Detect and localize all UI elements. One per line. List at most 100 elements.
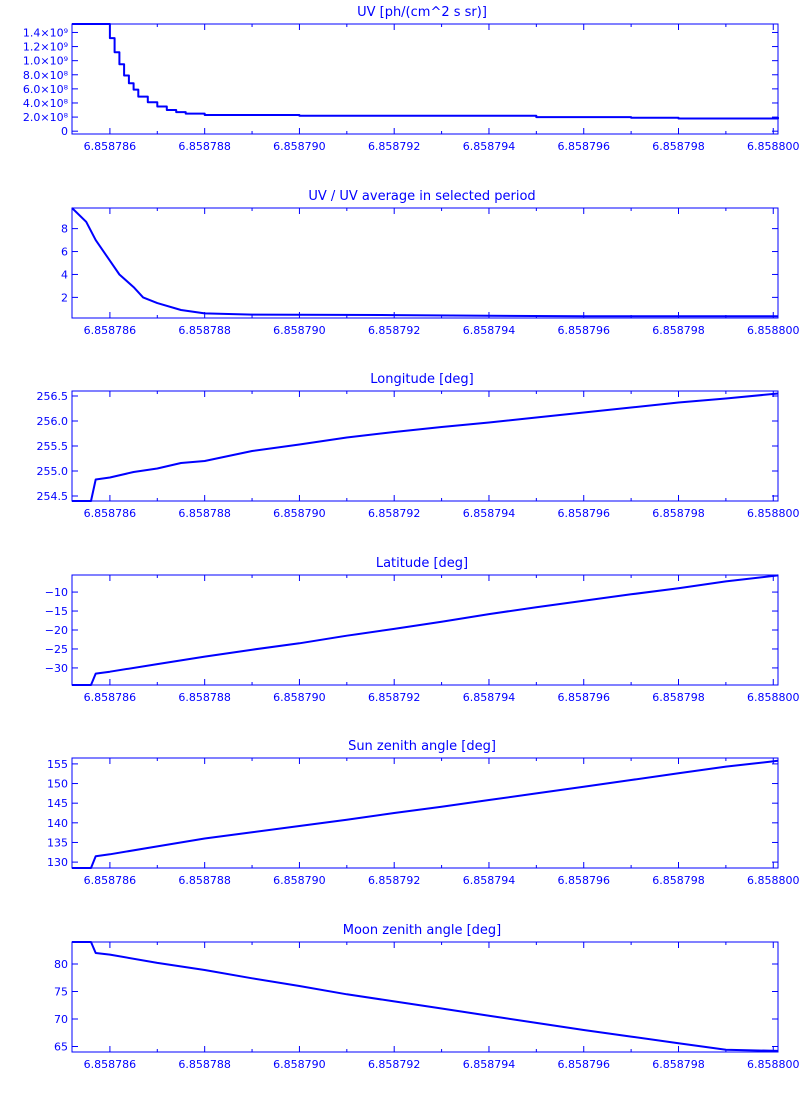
- x-tick-label: 6.858800: [747, 140, 800, 153]
- y-tick-label: 256.0: [37, 415, 69, 428]
- x-tick-label: 6.858790: [273, 874, 326, 887]
- tick-group: 6.858786 6.858788 6.858790 6.858792 6.858794…: [54, 942, 800, 1071]
- y-tick-label: 65: [54, 1041, 68, 1054]
- panel-longitude: Longitude [deg] 6.858786 6.858788 6.858790…: [37, 372, 800, 520]
- y-tick-label: 8: [61, 223, 68, 236]
- x-tick-label: 6.858788: [178, 1058, 231, 1071]
- y-tick-label: −20: [45, 624, 68, 637]
- x-tick-label: 6.858792: [368, 324, 421, 337]
- plot-frame: [71, 390, 779, 502]
- tick-group: 6.858786 6.858788 6.858790 6.858792 6.858794…: [61, 208, 800, 337]
- series-line: [72, 941, 779, 1052]
- x-tick-label: 6.858786: [84, 324, 137, 337]
- x-tick-label: 6.858796: [557, 874, 610, 887]
- plot-frame: [71, 23, 779, 135]
- y-tick-label: 150: [47, 778, 68, 791]
- x-tick-label: 6.858788: [178, 691, 231, 704]
- x-tick-label: 6.858790: [273, 507, 326, 520]
- x-tick-label: 6.858798: [652, 324, 705, 337]
- x-tick-label: 6.858796: [557, 691, 610, 704]
- y-tick-label: −30: [45, 662, 68, 675]
- y-tick-label: 2: [61, 291, 68, 304]
- y-tick-label: 1.4×10⁹: [23, 26, 68, 39]
- panel-sun-zenith: Sun zenith angle [deg] 6.858786 6.858788 6…: [47, 739, 800, 887]
- x-tick-label: 6.858788: [178, 324, 231, 337]
- tick-group: 6.858786 6.858788 6.858790 6.858792 6.858794…: [37, 390, 800, 520]
- x-tick-label: 6.858790: [273, 140, 326, 153]
- y-tick-label: 255.0: [37, 465, 69, 478]
- x-tick-label: 6.858790: [273, 691, 326, 704]
- x-tick-label: 6.858790: [273, 324, 326, 337]
- panel-title: UV / UV average in selected period: [308, 189, 535, 204]
- y-tick-label: 80: [54, 958, 68, 971]
- y-tick-label: 135: [47, 836, 68, 849]
- y-tick-label: 8.0×10⁸: [23, 69, 69, 82]
- y-tick-label: 254.5: [37, 490, 69, 503]
- x-tick-label: 6.858792: [368, 1058, 421, 1071]
- x-tick-label: 6.858786: [84, 507, 137, 520]
- y-tick-label: 256.5: [37, 390, 69, 403]
- x-tick-label: 6.858800: [747, 1058, 800, 1071]
- plot-frame: [71, 574, 779, 686]
- tick-group: 6.858786 6.858788 6.858790 6.858792 6.858794…: [45, 575, 800, 704]
- tick-group: 6.858786 6.858788 6.858790 6.858792 6.858794…: [23, 24, 800, 153]
- x-tick-label: 6.858786: [84, 691, 137, 704]
- y-tick-label: 75: [54, 986, 68, 999]
- y-tick-label: 140: [47, 817, 68, 830]
- panel-uv-ratio: UV / UV average in selected period 6.858…: [61, 189, 800, 337]
- x-tick-label: 6.858792: [368, 874, 421, 887]
- x-tick-label: 6.858790: [273, 1058, 326, 1071]
- panel-latitude: Latitude [deg] 6.858786 6.858788 6.858790 6…: [45, 556, 800, 704]
- x-tick-label: 6.858794: [463, 324, 516, 337]
- series-line: [72, 392, 779, 502]
- y-tick-label: 1.0×10⁹: [23, 55, 68, 68]
- x-tick-label: 6.858798: [652, 507, 705, 520]
- y-tick-label: 145: [47, 797, 68, 810]
- y-tick-label: 6: [61, 246, 68, 259]
- x-tick-label: 6.858796: [557, 1058, 610, 1071]
- x-tick-label: 6.858786: [84, 1058, 137, 1071]
- x-tick-label: 6.858788: [178, 874, 231, 887]
- x-tick-label: 6.858796: [557, 140, 610, 153]
- x-tick-label: 6.858786: [84, 874, 137, 887]
- x-tick-label: 6.858798: [652, 1058, 705, 1071]
- x-tick-label: 6.858798: [652, 874, 705, 887]
- x-tick-label: 6.858794: [463, 1058, 516, 1071]
- panel-uv: UV [ph/(cm^2 s sr)] 6.858786 6.858788 6.85…: [23, 5, 800, 153]
- plot-frame: [71, 207, 779, 319]
- x-tick-label: 6.858798: [652, 691, 705, 704]
- y-tick-label: 4: [61, 268, 68, 281]
- x-tick-label: 6.858788: [178, 507, 231, 520]
- x-tick-label: 6.858794: [463, 691, 516, 704]
- panel-title: Sun zenith angle [deg]: [348, 739, 496, 754]
- series-line: [71, 207, 778, 318]
- x-tick-label: 6.858792: [368, 507, 421, 520]
- y-tick-label: −10: [45, 586, 68, 599]
- y-tick-label: 255.5: [37, 440, 69, 453]
- y-tick-label: 2.0×10⁸: [23, 111, 69, 124]
- panel-title: Moon zenith angle [deg]: [343, 923, 501, 938]
- x-tick-label: 6.858788: [178, 140, 231, 153]
- y-tick-label: −15: [45, 605, 68, 618]
- x-tick-label: 6.858796: [557, 507, 610, 520]
- panel-title: Latitude [deg]: [376, 556, 468, 571]
- x-tick-label: 6.858800: [747, 691, 800, 704]
- y-tick-label: 70: [54, 1013, 68, 1026]
- panel-moon-zenith: Moon zenith angle [deg] 6.858786 6.858788…: [54, 923, 800, 1071]
- x-tick-label: 6.858794: [463, 507, 516, 520]
- series-line: [72, 759, 779, 869]
- y-tick-label: −25: [45, 643, 68, 656]
- y-tick-label: 0: [61, 125, 68, 138]
- x-tick-label: 6.858800: [747, 324, 800, 337]
- tick-group: 6.858786 6.858788 6.858790 6.858792 6.858794…: [47, 758, 800, 887]
- x-tick-label: 6.858794: [463, 874, 516, 887]
- x-tick-label: 6.858794: [463, 140, 516, 153]
- y-tick-label: 130: [47, 856, 68, 869]
- panel-title: UV [ph/(cm^2 s sr)]: [357, 5, 487, 20]
- x-tick-label: 6.858800: [747, 507, 800, 520]
- plot-frame: [71, 757, 779, 869]
- y-tick-label: 1.2×10⁹: [23, 41, 68, 54]
- x-tick-label: 6.858792: [368, 140, 421, 153]
- panel-title: Longitude [deg]: [370, 372, 473, 387]
